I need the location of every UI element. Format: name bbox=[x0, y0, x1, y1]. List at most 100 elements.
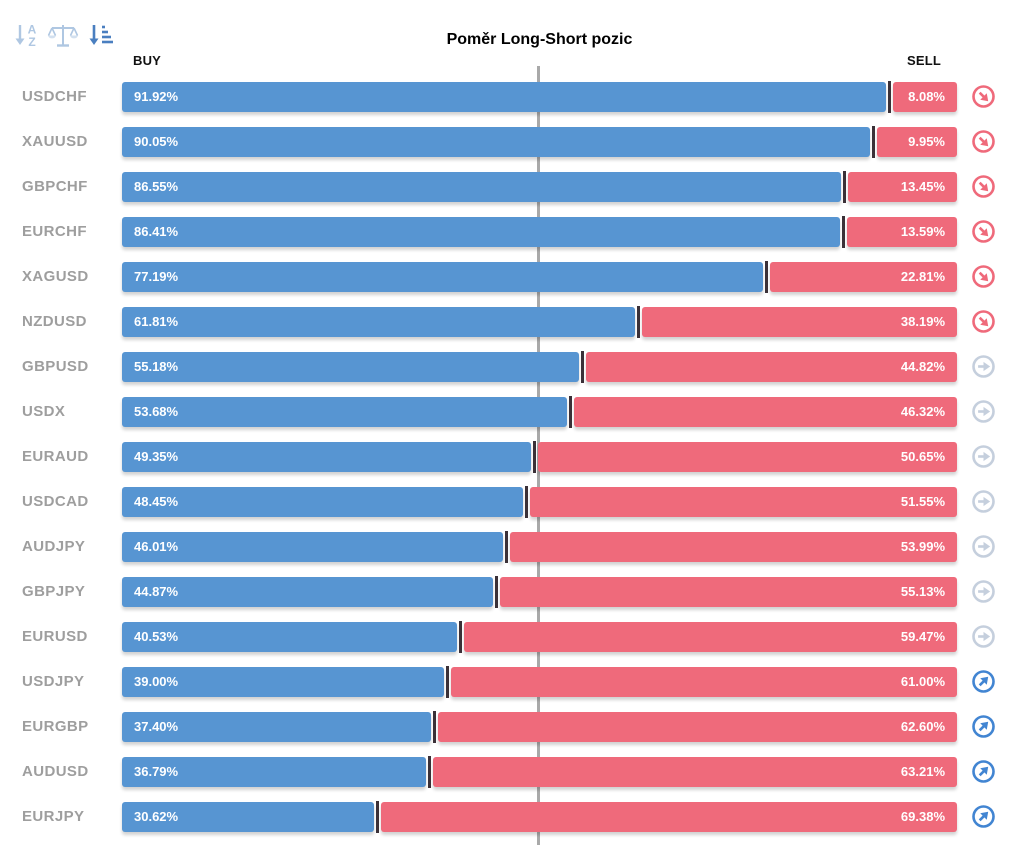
signal-cell bbox=[957, 804, 1029, 829]
buy-sell-divider bbox=[872, 125, 876, 158]
buy-bar: 61.81% bbox=[122, 306, 635, 337]
signal-trend-neutral-icon[interactable] bbox=[971, 489, 996, 514]
signal-trend-down-icon[interactable] bbox=[971, 84, 996, 109]
sell-bar: 13.59% bbox=[847, 216, 957, 247]
sell-bar: 55.13% bbox=[500, 576, 957, 607]
buy-sell-divider bbox=[458, 620, 462, 653]
buy-sell-divider bbox=[504, 530, 508, 563]
signal-cell bbox=[957, 309, 1029, 334]
pair-row: NZDUSD 61.81% 38.19% bbox=[0, 299, 1029, 344]
sell-percent-label: 44.82% bbox=[900, 359, 945, 374]
buy-percent-label: 37.40% bbox=[134, 719, 179, 734]
signal-trend-neutral-icon[interactable] bbox=[971, 399, 996, 424]
ratio-bar-track: 55.18% 44.82% bbox=[122, 350, 957, 383]
sort-amount-icon[interactable] bbox=[86, 21, 114, 50]
sell-percent-label: 38.19% bbox=[900, 314, 945, 329]
pair-row: USDJPY 39.00% 61.00% bbox=[0, 659, 1029, 704]
signal-trend-neutral-icon[interactable] bbox=[971, 579, 996, 604]
signal-trend-down-icon[interactable] bbox=[971, 309, 996, 334]
pair-label: AUDUSD bbox=[22, 763, 89, 780]
signal-trend-neutral-icon[interactable] bbox=[971, 354, 996, 379]
sell-percent-label: 8.08% bbox=[908, 89, 945, 104]
sell-percent-label: 22.81% bbox=[900, 269, 945, 284]
buy-sell-divider bbox=[525, 485, 529, 518]
sell-percent-label: 59.47% bbox=[900, 629, 945, 644]
buy-sell-divider bbox=[888, 80, 892, 113]
sell-bar: 53.99% bbox=[509, 531, 957, 562]
sell-bar: 50.65% bbox=[537, 441, 957, 472]
pair-label: USDX bbox=[22, 403, 66, 420]
signal-cell bbox=[957, 399, 1029, 424]
buy-bar: 90.05% bbox=[122, 126, 871, 157]
buy-sell-divider bbox=[495, 575, 499, 608]
ratio-bar-track: 44.87% 55.13% bbox=[122, 575, 957, 608]
sell-column-header: SELL bbox=[906, 53, 941, 68]
pair-row: USDCAD 48.45% 51.55% bbox=[0, 479, 1029, 524]
ratio-bar-track: 36.79% 63.21% bbox=[122, 755, 957, 788]
buy-sell-divider bbox=[432, 710, 436, 743]
buy-percent-label: 86.41% bbox=[134, 224, 179, 239]
buy-bar: 91.92% bbox=[122, 81, 887, 112]
ratio-bar-track: 30.62% 69.38% bbox=[122, 800, 957, 833]
pair-row: USDCHF 91.92% 8.08% bbox=[0, 74, 1029, 119]
signal-trend-down-icon[interactable] bbox=[971, 264, 996, 289]
pair-row: EURGBP 37.40% 62.60% bbox=[0, 704, 1029, 749]
buy-bar: 44.87% bbox=[122, 576, 494, 607]
sell-percent-label: 61.00% bbox=[900, 674, 945, 689]
pair-label: AUDJPY bbox=[22, 538, 86, 555]
long-short-chart: USDCHF 91.92% 8.08% XAUUSD bbox=[0, 66, 1029, 845]
ratio-bar-track: 40.53% 59.47% bbox=[122, 620, 957, 653]
ratio-bar-track: 53.68% 46.32% bbox=[122, 395, 957, 428]
buy-bar: 55.18% bbox=[122, 351, 580, 382]
sort-toolbar: A Z bbox=[13, 21, 114, 50]
sell-percent-label: 9.95% bbox=[908, 134, 945, 149]
ratio-bar-track: 39.00% 61.00% bbox=[122, 665, 957, 698]
signal-trend-up-icon[interactable] bbox=[971, 759, 996, 784]
sell-bar: 69.38% bbox=[381, 801, 957, 832]
signal-trend-up-icon[interactable] bbox=[971, 804, 996, 829]
buy-bar: 39.00% bbox=[122, 666, 445, 697]
signal-trend-down-icon[interactable] bbox=[971, 174, 996, 199]
signal-cell bbox=[957, 759, 1029, 784]
sell-percent-label: 13.59% bbox=[900, 224, 945, 239]
buy-sell-divider bbox=[446, 665, 450, 698]
buy-bar: 49.35% bbox=[122, 441, 531, 472]
ratio-bar-track: 49.35% 50.65% bbox=[122, 440, 957, 473]
pair-label: EURJPY bbox=[22, 808, 85, 825]
signal-cell bbox=[957, 534, 1029, 559]
pair-row: EURJPY 30.62% 69.38% bbox=[0, 794, 1029, 839]
signal-trend-down-icon[interactable] bbox=[971, 129, 996, 154]
buy-column-header: BUY bbox=[133, 53, 162, 68]
pair-label: GBPJPY bbox=[22, 583, 86, 600]
pair-label: EURGBP bbox=[22, 718, 89, 735]
signal-cell bbox=[957, 489, 1029, 514]
buy-bar: 53.68% bbox=[122, 396, 567, 427]
pair-label: USDCAD bbox=[22, 493, 89, 510]
pair-row: AUDJPY 46.01% 53.99% bbox=[0, 524, 1029, 569]
buy-bar: 86.55% bbox=[122, 171, 842, 202]
sell-bar: 22.81% bbox=[770, 261, 957, 292]
buy-bar: 40.53% bbox=[122, 621, 457, 652]
pair-row: GBPUSD 55.18% 44.82% bbox=[0, 344, 1029, 389]
ratio-bar-track: 90.05% 9.95% bbox=[122, 125, 957, 158]
signal-trend-neutral-icon[interactable] bbox=[971, 624, 996, 649]
pair-row: USDX 53.68% 46.32% bbox=[0, 389, 1029, 434]
signal-cell bbox=[957, 174, 1029, 199]
signal-trend-up-icon[interactable] bbox=[971, 669, 996, 694]
ratio-bar-track: 77.19% 22.81% bbox=[122, 260, 957, 293]
signal-cell bbox=[957, 669, 1029, 694]
signal-trend-up-icon[interactable] bbox=[971, 714, 996, 739]
sell-percent-label: 51.55% bbox=[900, 494, 945, 509]
signal-trend-neutral-icon[interactable] bbox=[971, 534, 996, 559]
signal-trend-neutral-icon[interactable] bbox=[971, 444, 996, 469]
sort-alphabetical-icon[interactable]: A Z bbox=[13, 21, 40, 50]
pair-label: NZDUSD bbox=[22, 313, 87, 330]
pair-row: EURCHF 86.41% 13.59% bbox=[0, 209, 1029, 254]
pair-label: EURUSD bbox=[22, 628, 88, 645]
buy-bar: 37.40% bbox=[122, 711, 431, 742]
signal-trend-down-icon[interactable] bbox=[971, 219, 996, 244]
sell-percent-label: 63.21% bbox=[900, 764, 945, 779]
balance-scale-icon[interactable] bbox=[47, 21, 79, 50]
pair-row: GBPJPY 44.87% 55.13% bbox=[0, 569, 1029, 614]
buy-bar: 46.01% bbox=[122, 531, 503, 562]
